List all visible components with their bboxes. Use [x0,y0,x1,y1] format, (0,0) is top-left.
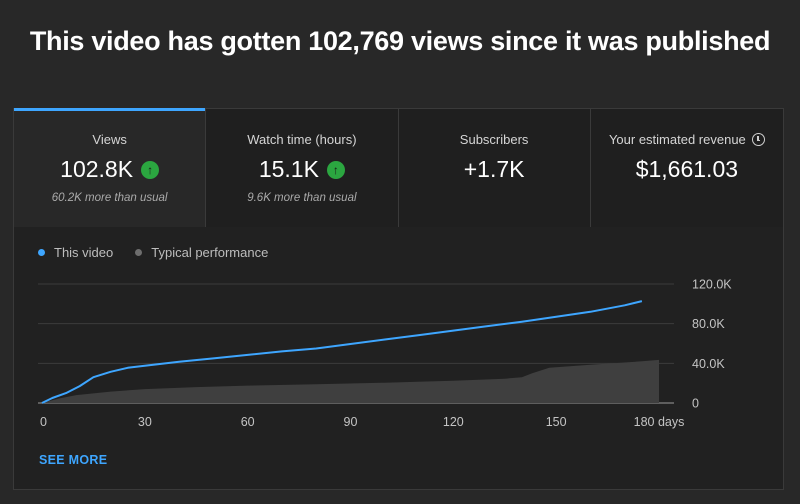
tab-watch-time[interactable]: Watch time (hours) 15.1K ↑ 9.6K more tha… [206,109,399,227]
tab-value-row: +1.7K [399,156,590,183]
tab-value-row: $1,661.03 [591,156,783,183]
tab-label: Subscribers [459,132,529,147]
x-tick-label: 0 [40,415,47,429]
tab-label: Your estimated revenue [608,132,746,147]
legend-item-this-video: This video [38,245,113,260]
arrow-up-icon: ↑ [141,160,160,179]
analytics-panel: Views 102.8K ↑ 60.2K more than usual Wat… [13,108,784,490]
metric-tabs: Views 102.8K ↑ 60.2K more than usual Wat… [14,108,783,227]
chart-legend: This video Typical performance [38,245,268,260]
tab-value: $1,661.03 [635,156,739,182]
tab-label: Watch time (hours) [247,132,357,147]
series-typical-performance-area [42,359,659,403]
legend-dot-grey-icon [135,249,143,256]
x-tick-label: 180 days [634,415,685,429]
page-headline: This video has gotten 102,769 views sinc… [29,26,771,56]
legend-item-typical: Typical performance [135,245,268,260]
legend-dot-blue-icon [38,249,45,256]
tab-comparison: 60.2K more than usual [51,192,168,204]
legend-label: This video [54,245,114,260]
tab-label-row: Your estimated revenue [591,132,783,147]
y-tick-label: 0 [692,397,699,411]
x-tick-label: 150 [546,415,567,429]
tab-value: 102.8K [60,156,134,182]
chart-series [41,300,659,404]
views-chart: 0 30 60 90 120 150 180 days 0 40.0K 80.0K 120.0K [38,278,732,429]
tab-value: 15.1K [258,156,319,182]
series-this-video-line [41,300,643,404]
tab-value: +1.7K [463,156,525,182]
tab-label: Views [92,132,127,147]
x-axis-ticks: 0 30 60 90 120 150 180 days [40,415,684,429]
x-tick-label: 120 [443,415,464,429]
legend-label: Typical performance [151,245,269,260]
tab-revenue[interactable]: Your estimated revenue $1,661.03 [590,109,783,227]
tab-views[interactable]: Views 102.8K ↑ 60.2K more than usual [14,108,207,227]
tab-comparison: 9.6K more than usual [247,192,357,204]
see-more-link[interactable]: SEE MORE [39,453,108,467]
tab-value-row: 102.8K ↑ [14,156,205,183]
y-tick-label: 120.0K [692,278,732,292]
x-tick-label: 30 [138,415,152,429]
y-tick-label: 40.0K [692,357,725,371]
y-axis-ticks: 0 40.0K 80.0K 120.0K [692,278,732,411]
clock-icon[interactable] [751,133,765,146]
tab-value-row: 15.1K ↑ [206,156,397,183]
x-tick-label: 60 [241,415,255,429]
y-tick-label: 80.0K [692,317,725,331]
x-tick-label: 90 [344,415,358,429]
arrow-up-icon: ↑ [326,160,345,179]
tab-subscribers[interactable]: Subscribers +1.7K [398,109,591,227]
